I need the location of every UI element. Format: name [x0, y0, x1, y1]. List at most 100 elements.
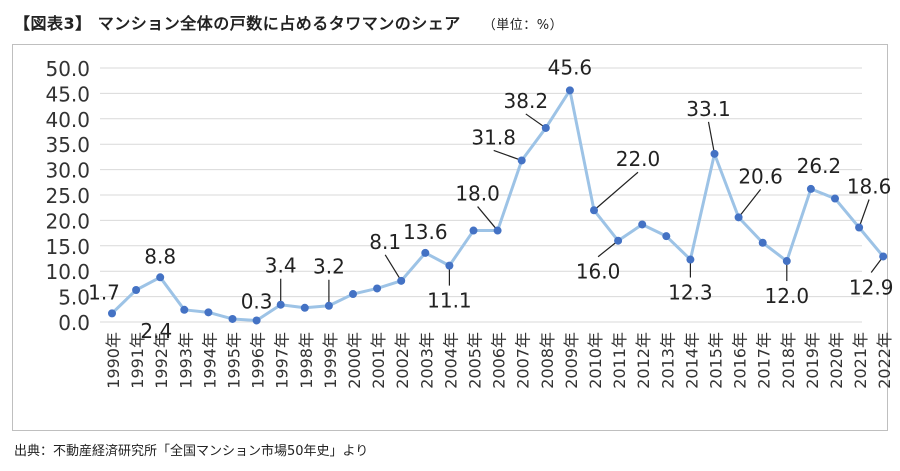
- x-tick-label: 2002年: [393, 332, 412, 389]
- leader-line: [707, 121, 716, 154]
- data-label: 38.2: [504, 89, 549, 113]
- grid-lines: [100, 67, 862, 323]
- data-label: 3.2: [313, 255, 345, 279]
- data-point: [300, 303, 309, 312]
- data-labels: 1.7 8.8 2.4 0.3 3.4 3.2 8.1 13.6 11.1 18.0 31.8 38.…: [88, 55, 893, 342]
- x-tick-label: 2022年: [875, 332, 894, 389]
- data-point: [421, 248, 430, 257]
- y-tick-label: 20.0: [45, 209, 90, 233]
- x-tick-label: 1992年: [152, 332, 171, 389]
- y-tick-label: 0.0: [58, 311, 90, 335]
- y-tick-label: 5.0: [58, 286, 90, 310]
- data-label: 0.3: [241, 289, 273, 313]
- x-tick-label: 1996年: [249, 332, 268, 389]
- x-tick-label: 2014年: [682, 332, 701, 389]
- leader-line: [493, 149, 522, 162]
- data-point: [228, 314, 237, 323]
- x-tick-label: 2000年: [345, 332, 364, 389]
- chart-frame: [12, 44, 888, 431]
- leader-line: [593, 171, 639, 211]
- y-tick-label: 40.0: [45, 108, 90, 132]
- data-point: [397, 276, 406, 285]
- x-tick-label: 1994年: [200, 332, 219, 389]
- data-point: [758, 238, 767, 247]
- x-tick-label: 2011年: [610, 332, 629, 389]
- y-tick-label: 15.0: [45, 235, 90, 259]
- data-point: [662, 232, 671, 241]
- data-label: 3.4: [265, 254, 297, 278]
- data-point: [879, 252, 888, 261]
- leader-line: [858, 199, 870, 228]
- x-tick-label: 1997年: [273, 332, 292, 389]
- data-point: [782, 257, 791, 266]
- data-point: [445, 261, 454, 270]
- data-point: [324, 301, 333, 310]
- data-label: 33.1: [686, 97, 731, 121]
- data-point: [806, 184, 815, 193]
- leader-line: [384, 254, 402, 282]
- x-tick-label: 1990年: [104, 332, 123, 389]
- x-tick-label: 2016年: [731, 332, 750, 389]
- data-label: 18.6: [847, 175, 892, 199]
- data-point: [614, 236, 623, 245]
- x-tick-label: 2018年: [779, 332, 798, 389]
- data-point: [276, 300, 285, 309]
- data-point: [156, 273, 165, 282]
- data-label: 12.0: [765, 284, 810, 308]
- x-tick-label: 2019年: [803, 332, 822, 389]
- chart-title: 【図表3】 マンション全体の戸数に占めるタワマンのシェア （単位：%）: [14, 10, 563, 34]
- x-tick-label: 2017年: [755, 332, 774, 389]
- data-point: [108, 309, 116, 318]
- data-label: 31.8: [471, 125, 516, 149]
- x-tick-label: 1999年: [321, 332, 340, 389]
- y-axis: 0.05.010.015.020.025.030.035.040.045.050…: [45, 57, 90, 335]
- data-label: 13.6: [403, 220, 448, 244]
- y-tick-label: 30.0: [45, 159, 90, 183]
- y-tick-label: 35.0: [45, 133, 90, 157]
- leader-line: [597, 240, 619, 258]
- source-note: 出典：不動産経済研究所「全国マンション市場50年史」より: [14, 444, 369, 459]
- data-point: [565, 86, 574, 95]
- y-tick-label: 10.0: [45, 260, 90, 284]
- y-tick-label: 25.0: [45, 184, 90, 208]
- data-point: [469, 226, 478, 235]
- x-tick-label: 2020年: [827, 332, 846, 389]
- data-label: 16.0: [576, 260, 621, 284]
- data-point: [831, 194, 839, 203]
- data-label: 18.0: [455, 182, 500, 206]
- line-chart: 0.05.010.015.020.025.030.035.040.045.050…: [45, 55, 894, 389]
- data-point: [541, 123, 550, 132]
- data-point: [734, 213, 743, 222]
- x-tick-label: 2003年: [417, 332, 436, 389]
- data-point: [710, 149, 719, 158]
- data-point: [686, 255, 695, 264]
- data-label: 12.9: [849, 275, 894, 299]
- data-label: 11.1: [427, 289, 472, 313]
- x-tick-label: 2015年: [707, 332, 726, 389]
- y-tick-label: 45.0: [45, 82, 90, 106]
- x-tick-label: 2013年: [658, 332, 677, 389]
- x-axis: 1990年 1991年 1992年 1993年 1994年 1995年 1996年 1997年…: [104, 332, 894, 389]
- data-point: [855, 223, 864, 232]
- x-tick-label: 1998年: [297, 332, 316, 389]
- unit-label: （単位：%）: [482, 18, 564, 33]
- y-tick-label: 50.0: [45, 57, 90, 81]
- x-tick-label: 2009年: [562, 332, 581, 389]
- data-label: 2.4: [140, 319, 172, 343]
- data-label: 1.7: [88, 280, 120, 304]
- x-tick-label: 2005年: [466, 332, 485, 389]
- x-tick-label: 2010年: [586, 332, 605, 389]
- data-points: [108, 86, 888, 325]
- x-tick-label: 2007年: [514, 332, 533, 389]
- data-point: [493, 226, 502, 235]
- data-point: [132, 285, 141, 294]
- x-tick-label: 1995年: [225, 332, 244, 389]
- data-label: 45.6: [548, 55, 593, 79]
- data-point: [590, 206, 598, 215]
- data-point: [180, 305, 189, 314]
- data-label: 26.2: [797, 154, 842, 178]
- data-label: 22.0: [616, 147, 661, 171]
- data-label: 8.1: [369, 230, 401, 254]
- x-tick-label: 2006年: [490, 332, 509, 389]
- leader-line: [738, 188, 762, 218]
